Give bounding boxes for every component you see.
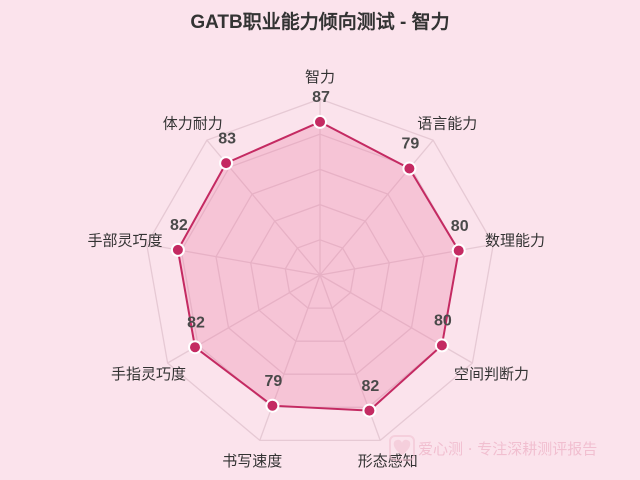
value-label-1: 79 (402, 136, 420, 153)
value-label-6: 82 (187, 314, 205, 331)
axis-label-2: 数理能力 (485, 233, 545, 250)
axis-label-6: 手指灵巧度 (111, 366, 186, 383)
data-point-6 (188, 340, 202, 355)
axis-label-7: 手部灵巧度 (87, 233, 162, 250)
axis-label-8: 体力耐力 (163, 115, 223, 132)
data-point-4 (362, 403, 377, 418)
axis-label-5: 书写速度 (222, 453, 282, 470)
value-label-2: 80 (451, 218, 469, 235)
axis-spoke-1 (319, 139, 434, 276)
axis-label-0: 智力 (305, 68, 335, 86)
axis-label-1: 语言能力 (417, 115, 477, 132)
series-area (176, 120, 460, 412)
axis-spoke-5 (259, 274, 321, 441)
watermark: 爱心测 · 专注深耕测评报告 (389, 435, 597, 461)
value-label-0: 87 (312, 89, 330, 106)
axis-label-4: 形态感知 (358, 453, 418, 470)
heart-icon (389, 435, 415, 461)
data-point-7 (170, 242, 185, 257)
grid-ring-1 (284, 239, 356, 309)
grid-ring-2 (250, 203, 390, 342)
watermark-text: 爱心测 · 专注深耕测评报告 (418, 440, 597, 458)
grid-ring-3 (215, 168, 425, 375)
data-point-3 (434, 338, 449, 353)
grid-ring-5 (146, 98, 494, 442)
value-label-3: 80 (434, 313, 452, 330)
value-labels: 87 79 80 80 82 79 82 82 83 (170, 89, 469, 395)
data-point-2 (451, 243, 466, 258)
data-point-5 (265, 398, 280, 413)
data-point-1 (402, 161, 417, 176)
chart-title: GATB职业能力倾向测试 - 智力 (190, 10, 449, 33)
value-label-4: 82 (362, 378, 380, 395)
radar-series (170, 114, 466, 418)
value-label-7: 82 (170, 217, 188, 234)
value-label-8: 83 (218, 130, 236, 147)
value-label-5: 79 (265, 373, 283, 390)
data-point-8 (219, 156, 234, 171)
axis-label-3: 空间判断力 (454, 366, 529, 383)
data-point-0 (313, 114, 327, 129)
